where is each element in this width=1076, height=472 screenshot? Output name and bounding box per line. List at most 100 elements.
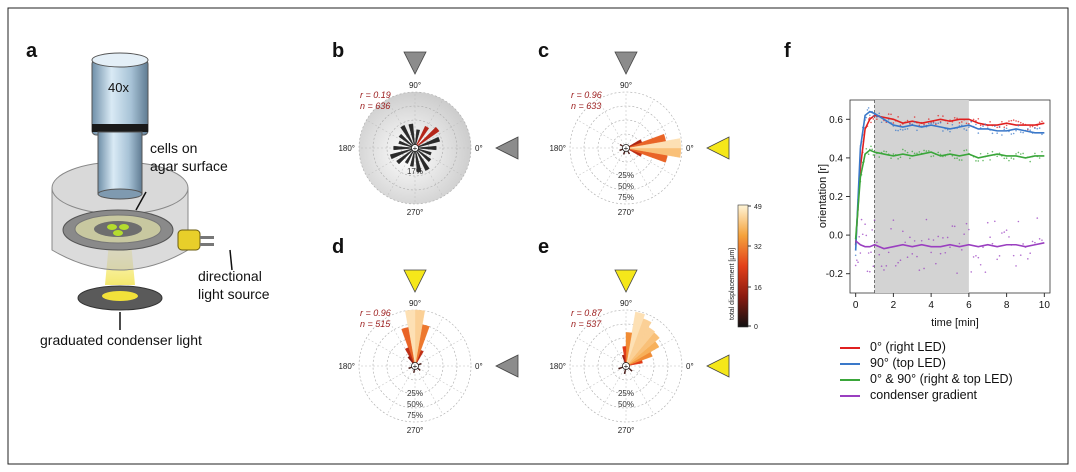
data-point xyxy=(876,241,878,244)
panel-letter-a: a xyxy=(26,40,38,62)
colorbar-tick: 16 xyxy=(754,285,762,292)
data-point xyxy=(965,129,968,131)
polar-spoke xyxy=(414,119,464,149)
data-point xyxy=(899,259,902,261)
polar-spoke xyxy=(414,337,464,367)
x-tick-label: 10 xyxy=(1039,300,1051,311)
scale-label: 75% xyxy=(618,193,634,202)
data-point xyxy=(870,251,872,253)
data-point xyxy=(939,252,942,255)
light-indicator-right xyxy=(706,136,730,160)
data-point xyxy=(939,121,942,124)
center-plus: + xyxy=(624,362,629,371)
data-point xyxy=(1005,157,1008,159)
data-point xyxy=(1003,128,1006,131)
data-point xyxy=(1019,254,1022,256)
r-value: r = 0.19 xyxy=(360,90,391,100)
data-point xyxy=(991,242,994,245)
data-point xyxy=(1017,120,1020,123)
data-point xyxy=(960,121,963,123)
light-indicator-top xyxy=(403,51,427,75)
angle-label-180: 180° xyxy=(549,362,566,371)
objective-lens xyxy=(97,131,143,195)
center-plus: + xyxy=(413,144,418,153)
legend-label: 0° (right LED) xyxy=(870,340,946,354)
data-point xyxy=(996,155,998,158)
data-point xyxy=(1041,150,1043,153)
legend-item: condenser gradient xyxy=(840,388,977,402)
data-point xyxy=(1005,127,1008,130)
cells-label-line1: cells on xyxy=(150,140,198,156)
polar-spoke xyxy=(625,365,675,395)
data-point xyxy=(1015,129,1017,132)
data-point xyxy=(935,262,937,265)
rose-wedge xyxy=(414,147,432,156)
data-point xyxy=(885,150,888,153)
data-point xyxy=(994,125,996,127)
data-point xyxy=(906,256,909,259)
data-point xyxy=(897,116,899,118)
data-point xyxy=(894,264,897,267)
center-marker xyxy=(622,144,630,152)
data-point xyxy=(878,112,881,115)
data-point xyxy=(965,149,968,151)
data-point xyxy=(906,119,909,122)
angle-label-0: 0° xyxy=(686,144,694,153)
data-point xyxy=(904,241,906,244)
data-point xyxy=(870,145,872,148)
data-point xyxy=(979,124,982,127)
objective-body xyxy=(91,59,149,136)
data-point xyxy=(876,116,878,118)
data-point xyxy=(972,118,975,121)
data-point xyxy=(916,129,918,132)
figure-border xyxy=(7,7,1069,465)
angle-label-90: 90° xyxy=(409,81,421,90)
rose-wedge xyxy=(625,332,633,367)
data-point xyxy=(949,149,951,152)
data-point xyxy=(872,115,875,117)
data-point xyxy=(923,123,925,126)
objective-ring xyxy=(92,124,148,132)
polar-spoke xyxy=(625,147,655,197)
data-point xyxy=(902,129,904,131)
data-point xyxy=(963,128,965,130)
data-point xyxy=(890,227,892,230)
cell-spot xyxy=(119,224,129,230)
center-marker xyxy=(622,362,630,370)
data-point xyxy=(956,272,958,274)
y-tick-label: 0.6 xyxy=(829,115,843,126)
condenser-light xyxy=(102,291,138,301)
data-point xyxy=(1015,153,1017,155)
data-point xyxy=(982,246,984,248)
angle-label-0: 0° xyxy=(686,362,694,371)
data-point xyxy=(975,123,977,126)
data-point xyxy=(932,122,935,124)
data-point xyxy=(1015,120,1017,122)
data-point xyxy=(937,151,940,154)
data-point xyxy=(963,149,965,152)
data-point xyxy=(892,122,895,124)
r-value: r = 0.87 xyxy=(571,308,603,318)
rose-wedge xyxy=(389,147,416,160)
x-tick-label: 8 xyxy=(1004,300,1010,311)
data-point xyxy=(867,153,870,156)
polar-spoke xyxy=(366,365,416,395)
panel-letter-b: b xyxy=(332,40,345,62)
data-point xyxy=(1022,152,1024,155)
data-point xyxy=(911,150,914,153)
angle-label-90: 90° xyxy=(620,81,632,90)
data-point xyxy=(856,259,858,261)
data-point xyxy=(944,251,947,254)
data-point xyxy=(984,271,987,273)
data-point xyxy=(1022,243,1024,245)
data-point xyxy=(869,114,871,117)
scale-label: 25% xyxy=(407,389,423,398)
data-point xyxy=(951,123,954,126)
legend-swatch xyxy=(840,362,860,365)
scale-label: 50% xyxy=(618,400,634,409)
data-point xyxy=(989,159,991,161)
angle-label-90: 90° xyxy=(409,299,421,308)
data-point xyxy=(982,125,984,128)
light-indicator-top xyxy=(403,269,427,293)
